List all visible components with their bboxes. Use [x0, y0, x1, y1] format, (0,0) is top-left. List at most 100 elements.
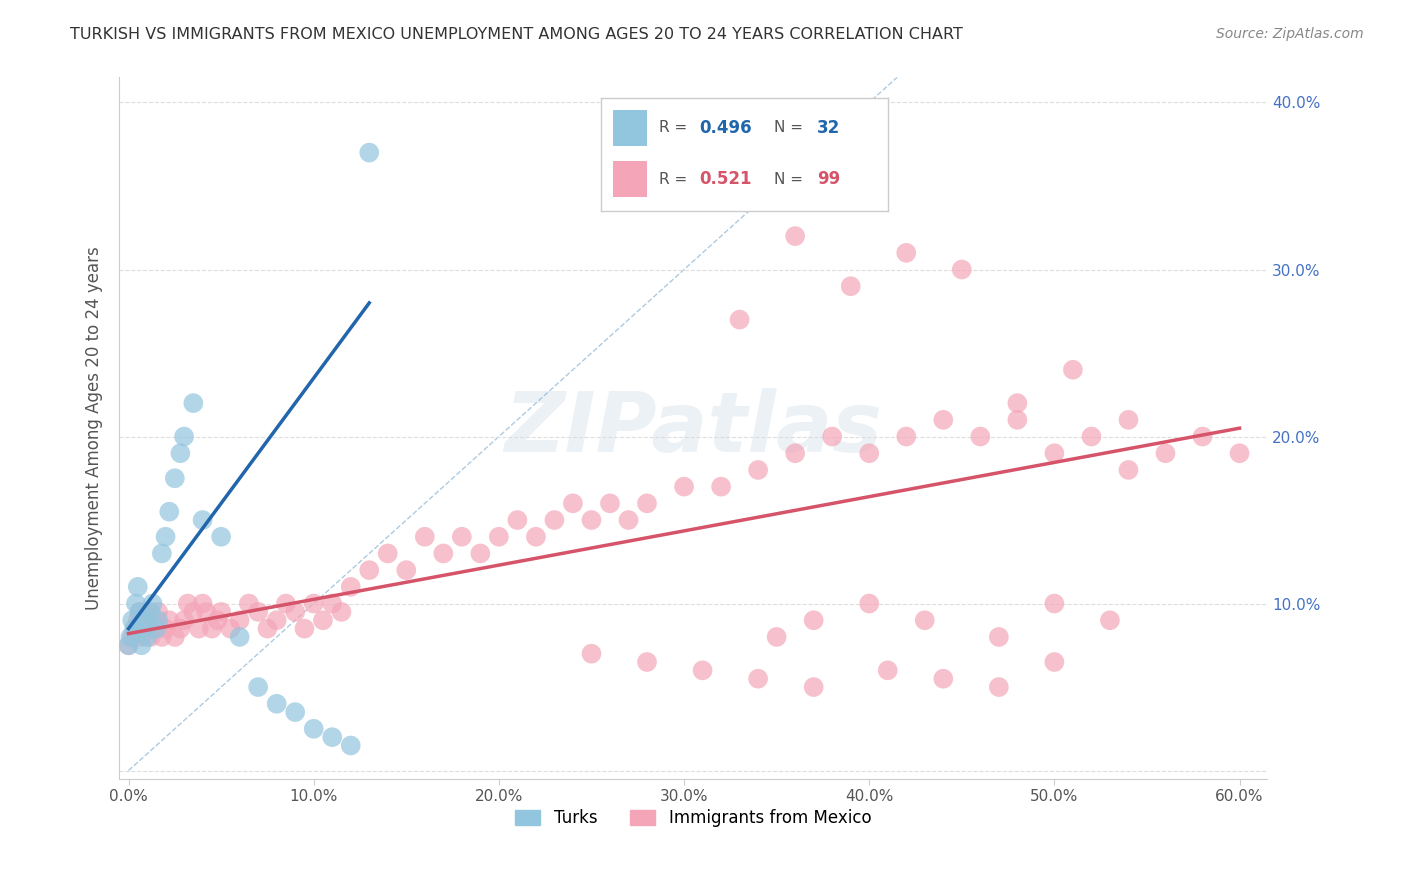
Immigrants from Mexico [117, 638, 139, 652]
Turks [120, 630, 142, 644]
Immigrants from Mexico [636, 179, 658, 194]
Immigrants from Mexico [987, 630, 1010, 644]
Immigrants from Mexico [131, 630, 153, 644]
Turks [266, 697, 288, 711]
Immigrants from Mexico [617, 513, 640, 527]
Immigrants from Mexico [395, 563, 418, 577]
Immigrants from Mexico [1043, 446, 1066, 460]
Immigrants from Mexico [987, 680, 1010, 694]
Immigrants from Mexico [228, 613, 250, 627]
Immigrants from Mexico [294, 622, 316, 636]
Immigrants from Mexico [125, 622, 148, 636]
Immigrants from Mexico [876, 664, 898, 678]
Immigrants from Mexico [139, 630, 162, 644]
Immigrants from Mexico [266, 613, 288, 627]
Immigrants from Mexico [969, 429, 991, 443]
Turks [169, 446, 191, 460]
Turks [142, 597, 165, 611]
Turks [359, 145, 381, 160]
Immigrants from Mexico [247, 605, 270, 619]
Turks [145, 622, 167, 636]
Immigrants from Mexico [561, 496, 583, 510]
Immigrants from Mexico [195, 605, 218, 619]
Immigrants from Mexico [238, 597, 260, 611]
Immigrants from Mexico [146, 605, 169, 619]
Immigrants from Mexico [321, 597, 343, 611]
Immigrants from Mexico [312, 613, 335, 627]
Turks [117, 638, 139, 652]
Immigrants from Mexico [302, 597, 325, 611]
Immigrants from Mexico [803, 613, 825, 627]
Turks [209, 530, 232, 544]
Immigrants from Mexico [284, 605, 307, 619]
Immigrants from Mexico [1062, 362, 1084, 376]
Immigrants from Mexico [1229, 446, 1251, 460]
Immigrants from Mexico [896, 429, 918, 443]
Immigrants from Mexico [155, 622, 177, 636]
Immigrants from Mexico [1154, 446, 1177, 460]
Immigrants from Mexico [1118, 413, 1140, 427]
Immigrants from Mexico [803, 680, 825, 694]
Immigrants from Mexico [256, 622, 278, 636]
Immigrants from Mexico [1098, 613, 1121, 627]
Immigrants from Mexico [128, 605, 150, 619]
Turks [131, 638, 153, 652]
Immigrants from Mexico [157, 613, 180, 627]
Immigrants from Mexico [209, 605, 232, 619]
Immigrants from Mexico [1118, 463, 1140, 477]
Immigrants from Mexico [187, 622, 209, 636]
Immigrants from Mexico [330, 605, 353, 619]
Immigrants from Mexico [858, 446, 880, 460]
Turks [121, 613, 143, 627]
Immigrants from Mexico [127, 613, 149, 627]
Immigrants from Mexico [150, 630, 173, 644]
Immigrants from Mexico [710, 480, 733, 494]
Immigrants from Mexico [1007, 413, 1029, 427]
Immigrants from Mexico [1080, 429, 1102, 443]
Turks [128, 605, 150, 619]
Turks [155, 530, 177, 544]
Turks [191, 513, 214, 527]
Turks [247, 680, 270, 694]
Turks [284, 705, 307, 719]
Immigrants from Mexico [673, 162, 696, 177]
Immigrants from Mexico [201, 622, 224, 636]
Turks [146, 613, 169, 627]
Turks [132, 622, 155, 636]
Immigrants from Mexico [1007, 396, 1029, 410]
Immigrants from Mexico [728, 312, 751, 326]
Immigrants from Mexico [506, 513, 529, 527]
Immigrants from Mexico [765, 630, 787, 644]
Immigrants from Mexico [191, 597, 214, 611]
Immigrants from Mexico [543, 513, 565, 527]
Immigrants from Mexico [145, 613, 167, 627]
Immigrants from Mexico [177, 597, 200, 611]
Immigrants from Mexico [488, 530, 510, 544]
Immigrants from Mexico [163, 630, 186, 644]
Immigrants from Mexico [183, 605, 205, 619]
Turks [127, 580, 149, 594]
Immigrants from Mexico [413, 530, 436, 544]
Immigrants from Mexico [470, 546, 492, 560]
Immigrants from Mexico [142, 622, 165, 636]
Immigrants from Mexico [747, 672, 769, 686]
Immigrants from Mexico [136, 605, 159, 619]
Immigrants from Mexico [950, 262, 973, 277]
Immigrants from Mexico [173, 613, 195, 627]
Immigrants from Mexico [821, 429, 844, 443]
Turks [163, 471, 186, 485]
Immigrants from Mexico [219, 622, 242, 636]
Immigrants from Mexico [1191, 429, 1213, 443]
Turks [183, 396, 205, 410]
Immigrants from Mexico [896, 245, 918, 260]
Turks [228, 630, 250, 644]
Immigrants from Mexico [169, 622, 191, 636]
Immigrants from Mexico [914, 613, 936, 627]
Text: Source: ZipAtlas.com: Source: ZipAtlas.com [1216, 27, 1364, 41]
Immigrants from Mexico [524, 530, 547, 544]
Immigrants from Mexico [932, 413, 955, 427]
Immigrants from Mexico [858, 597, 880, 611]
Immigrants from Mexico [339, 580, 361, 594]
Immigrants from Mexico [274, 597, 297, 611]
Legend: Turks, Immigrants from Mexico: Turks, Immigrants from Mexico [509, 803, 879, 834]
